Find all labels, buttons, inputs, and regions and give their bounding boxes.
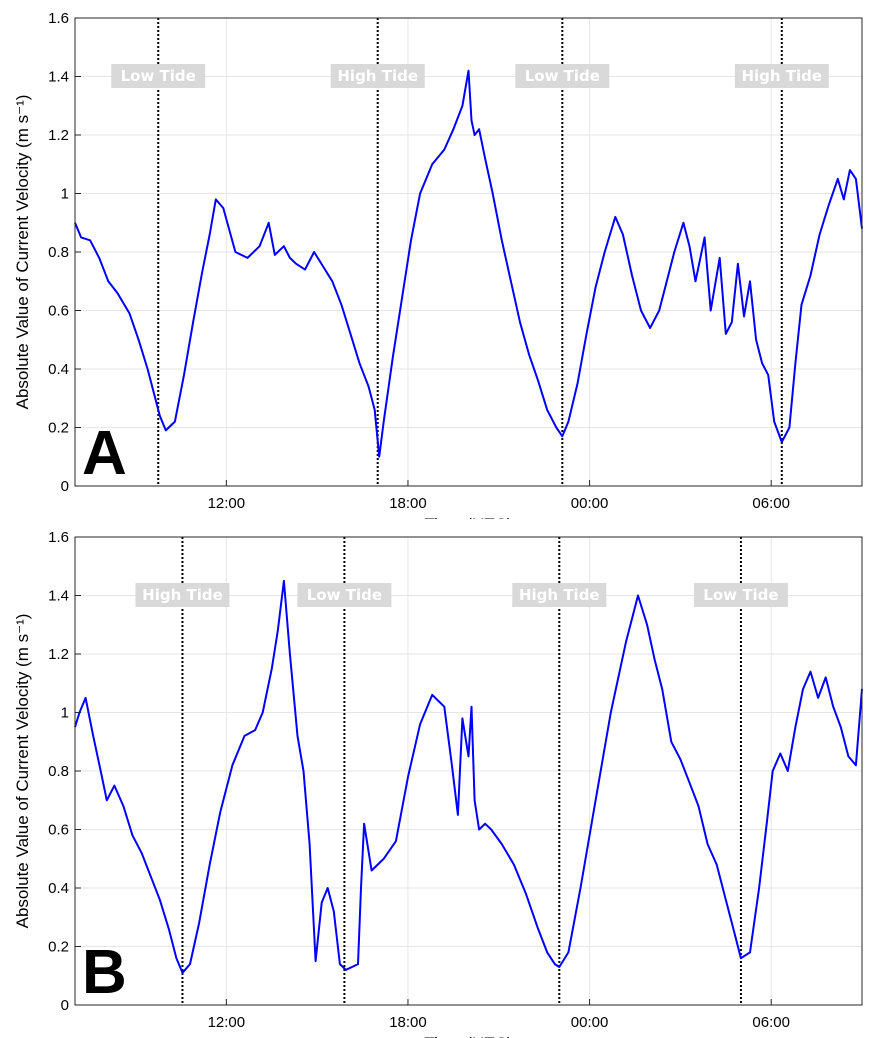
x-tick-label: 00:00 bbox=[571, 1014, 609, 1031]
tide-label-bg bbox=[512, 583, 607, 607]
tide-label-bg bbox=[515, 64, 610, 88]
tide-label: Low Tide bbox=[121, 67, 196, 85]
x-tick-label: 18:00 bbox=[389, 495, 427, 512]
y-tick-label: 1 bbox=[61, 186, 69, 203]
tide-label: High Tide bbox=[741, 67, 822, 85]
tide-label: Low Tide bbox=[307, 586, 382, 604]
tide-label: High Tide bbox=[142, 586, 223, 604]
y-tick-label: 1.6 bbox=[48, 529, 69, 546]
tide-label-bg bbox=[297, 583, 392, 607]
y-tick-label: 0.6 bbox=[48, 822, 69, 839]
x-tick-label: 18:00 bbox=[389, 1014, 427, 1031]
velocity-chart-b: High Tide Low Tide High Tide Low Tide 0 0.2 0.… bbox=[13, 529, 863, 1038]
x-axis-label: Time (UTC) bbox=[424, 515, 512, 519]
velocity-series-line bbox=[74, 69, 863, 458]
y-tick-label: 0 bbox=[61, 478, 69, 495]
panel-b: High Tide Low Tide High Tide Low Tide 0 0.2 0.… bbox=[0, 519, 870, 1038]
y-tick-label: 1 bbox=[61, 705, 69, 722]
panel-a: Low Tide High Tide Low Tide High Tide 0 0.2 0.… bbox=[13, 10, 863, 519]
y-tick-label: 0 bbox=[61, 997, 69, 1014]
y-tick-label: 0.4 bbox=[48, 880, 69, 897]
y-tick-label: 0.8 bbox=[48, 244, 69, 261]
y-tick-label: 1.2 bbox=[48, 646, 69, 663]
tide-label: Low Tide bbox=[703, 586, 778, 604]
velocity-series-line bbox=[74, 579, 863, 974]
tide-label: Low Tide bbox=[525, 67, 600, 85]
y-axis-label: Absolute Value of Current Velocity (m s⁻… bbox=[13, 614, 32, 929]
tide-label: High Tide bbox=[337, 67, 418, 85]
x-tick-label: 06:00 bbox=[752, 1014, 790, 1031]
y-tick-label: 0.6 bbox=[48, 303, 69, 320]
x-tick-label: 06:00 bbox=[752, 495, 790, 512]
panel-letter: A bbox=[82, 419, 127, 488]
y-tick-label: 1.6 bbox=[48, 10, 69, 27]
tide-label-bg bbox=[734, 64, 829, 88]
y-tick-label: 0.4 bbox=[48, 361, 69, 378]
panel-letter: B bbox=[82, 938, 127, 1007]
y-tick-label: 1.4 bbox=[48, 588, 69, 605]
tide-label-bg bbox=[135, 583, 230, 607]
tide-label-bg bbox=[111, 64, 206, 88]
y-tick-label: 0.2 bbox=[48, 939, 69, 956]
y-tick-label: 0.2 bbox=[48, 420, 69, 437]
x-tick-label: 12:00 bbox=[208, 1014, 246, 1031]
tide-label-bg bbox=[693, 583, 788, 607]
y-axis-label: Absolute Value of Current Velocity (m s⁻… bbox=[13, 95, 32, 410]
y-tick-label: 1.4 bbox=[48, 69, 69, 86]
x-axis-label: Time (UTC) bbox=[424, 1034, 512, 1038]
y-tick-label: 0.8 bbox=[48, 763, 69, 780]
y-tick-label: 1.2 bbox=[48, 127, 69, 144]
tide-label-bg bbox=[330, 64, 425, 88]
x-tick-label: 12:00 bbox=[208, 495, 246, 512]
x-tick-label: 00:00 bbox=[571, 495, 609, 512]
tide-label: High Tide bbox=[519, 586, 600, 604]
velocity-chart-a: Low Tide High Tide Low Tide High Tide 0 0.2 0.… bbox=[13, 10, 863, 519]
